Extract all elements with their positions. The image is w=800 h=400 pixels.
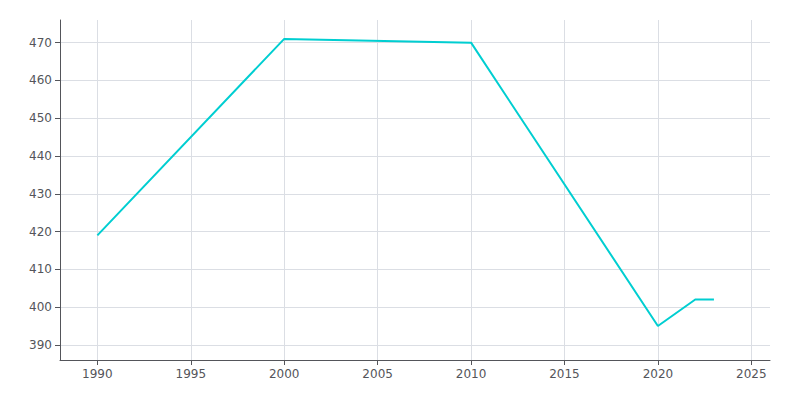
svg-text:1990: 1990	[82, 367, 113, 381]
svg-text:420: 420	[29, 225, 52, 239]
svg-text:2010: 2010	[456, 367, 487, 381]
svg-text:430: 430	[29, 187, 52, 201]
svg-text:1995: 1995	[176, 367, 207, 381]
svg-text:450: 450	[29, 111, 52, 125]
svg-text:2020: 2020	[643, 367, 674, 381]
svg-text:470: 470	[29, 36, 52, 50]
svg-text:2000: 2000	[269, 367, 300, 381]
svg-text:440: 440	[29, 149, 52, 163]
svg-text:2005: 2005	[362, 367, 393, 381]
svg-text:2025: 2025	[736, 367, 767, 381]
svg-text:410: 410	[29, 262, 52, 276]
svg-text:2015: 2015	[549, 367, 580, 381]
svg-text:390: 390	[29, 338, 52, 352]
svg-text:400: 400	[29, 300, 52, 314]
svg-text:460: 460	[29, 73, 52, 87]
